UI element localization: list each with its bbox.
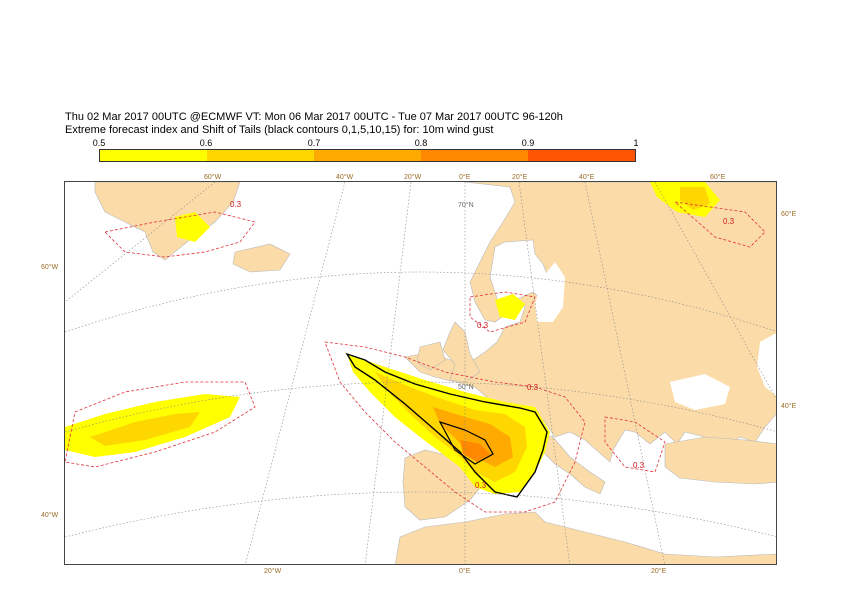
adriatic-sea xyxy=(575,444,605,468)
efi-shading xyxy=(65,182,720,494)
great-britain xyxy=(442,321,481,383)
efi-greenland-yellow xyxy=(175,212,210,242)
lon-label-top: 40°W xyxy=(336,174,354,181)
legend-label: 0.6 xyxy=(199,138,213,148)
lon-label-bottom: 20°W xyxy=(264,568,282,575)
lon-label-top: 60°W xyxy=(204,174,222,181)
lon-label-left: 40°W xyxy=(41,512,59,519)
legend-swatch-2 xyxy=(207,150,314,161)
anatolia xyxy=(664,436,776,485)
contour-label: 0.3 xyxy=(475,481,487,490)
lon-label-left: 60°W xyxy=(41,264,59,271)
lon-label-top: 0°E xyxy=(459,174,471,181)
legend-label: 0.9 xyxy=(521,138,535,148)
legend-swatch-1 xyxy=(100,150,207,161)
lon-label-right: 60°E xyxy=(781,211,797,218)
legend-swatch-4 xyxy=(421,150,528,161)
sot-contour-inner xyxy=(438,420,494,465)
iceland xyxy=(232,243,291,273)
north-africa xyxy=(395,511,776,564)
lon-label-top: 20°E xyxy=(512,174,528,181)
efi-europe-orange xyxy=(433,407,513,467)
legend-label: 0.8 xyxy=(414,138,428,148)
sot-contour xyxy=(345,352,548,498)
efi-atlantic-gold xyxy=(90,412,200,446)
legend-swatch-3 xyxy=(314,150,421,161)
legend-label: 0.7 xyxy=(307,138,321,148)
lat-label-inner: 50°N xyxy=(458,384,474,391)
legend-swatch-5 xyxy=(528,150,635,161)
map-title-line2: Extreme forecast index and Shift of Tail… xyxy=(65,124,494,136)
efi-europe-darkorange xyxy=(460,440,490,462)
map-title-line1: Thu 02 Mar 2017 00UTC @ECMWF VT: Mon 06 … xyxy=(65,111,563,123)
lon-label-top: 20°W xyxy=(404,174,422,181)
efi-norway-yellow xyxy=(495,294,525,320)
lon-label-right: 40°E xyxy=(781,403,797,410)
lon-label-top: 60°E xyxy=(710,174,726,181)
map-panel[interactable]: 0.3 0.3 0.3 0.3 0.3 0.3 xyxy=(64,181,777,565)
lat-label-inner: 70°N xyxy=(458,202,474,209)
map-canvas: 0.3 0.3 0.3 0.3 0.3 0.3 xyxy=(65,182,776,564)
inland-seas xyxy=(535,262,776,468)
contour-label: 0.3 xyxy=(477,321,489,330)
italy xyxy=(534,431,606,495)
caspian-sea xyxy=(757,333,776,396)
legend-label: 0.5 xyxy=(92,138,106,148)
contour-label: 0.3 xyxy=(633,461,645,470)
efi-russia-gold xyxy=(680,187,710,210)
graticule xyxy=(65,182,776,564)
baltic-sea xyxy=(535,262,565,322)
lon-label-bottom: 0°E xyxy=(459,568,471,575)
legend-label: 1 xyxy=(633,138,639,148)
contour-label: 0.3 xyxy=(230,200,242,209)
contour-label: 0.3 xyxy=(527,383,539,392)
lon-label-top: 40°E xyxy=(579,174,595,181)
ireland xyxy=(416,341,446,371)
black-sea xyxy=(670,374,730,410)
lon-label-bottom: 20°E xyxy=(651,568,667,575)
efi-colorbar xyxy=(99,149,636,162)
contour-label: 0.3 xyxy=(723,217,735,226)
